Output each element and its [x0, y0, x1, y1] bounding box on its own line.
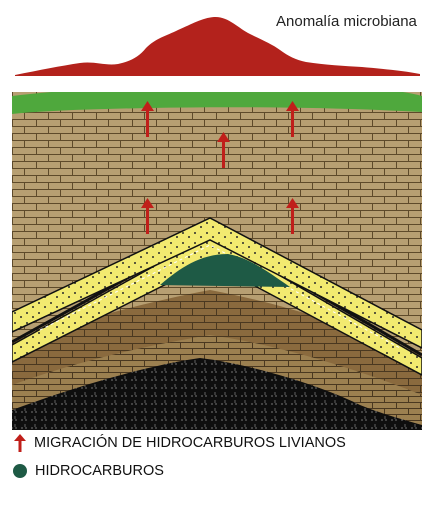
legend-migration-label: MIGRACIÓN DE HIDROCARBUROS LIVIANOS — [34, 435, 346, 451]
upper-sand-layer — [12, 217, 422, 349]
legend-hydrocarbons-label: HIDROCARBUROS — [35, 463, 164, 479]
migration-arrow — [286, 101, 299, 137]
legend-migration: MIGRACIÓN DE HIDROCARBUROS LIVIANOS — [12, 434, 346, 452]
red-up-arrow-icon — [12, 434, 28, 452]
legend-hydrocarbons: HIDROCARBUROS — [12, 463, 164, 479]
anomaly-label: Anomalía microbiana — [276, 13, 417, 30]
migration-arrows — [141, 101, 299, 234]
microbial-anomaly-shape — [15, 16, 420, 77]
migration-arrow — [141, 101, 154, 137]
migration-arrow — [141, 198, 154, 234]
migration-arrow — [217, 132, 230, 168]
strata-block — [12, 92, 422, 430]
surface-layer — [12, 92, 422, 114]
hydrocarbon-trap — [160, 254, 290, 287]
migration-arrow — [286, 198, 299, 234]
source-rock-layer — [12, 358, 422, 430]
dark-green-dot-icon — [13, 464, 27, 478]
